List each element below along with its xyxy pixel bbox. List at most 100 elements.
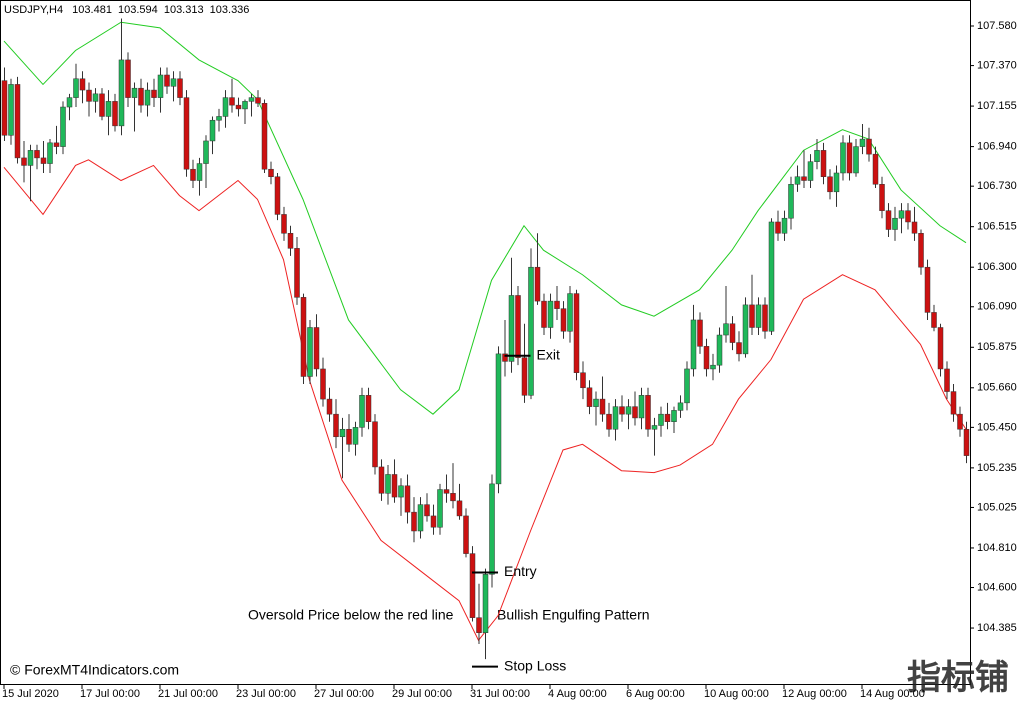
y-tick-label: 105.450	[977, 421, 1017, 433]
candle-body	[177, 78, 183, 98]
note: Oversold Price below the red line	[248, 607, 454, 623]
candle-body	[183, 97, 190, 170]
candle-body	[398, 485, 404, 498]
x-tick-label: 10 Aug 00:00	[704, 688, 769, 700]
candle-body	[40, 157, 47, 164]
candle-body	[99, 93, 105, 117]
candle-body	[690, 319, 697, 370]
header-high: 103.594	[118, 4, 158, 16]
plot	[1, 18, 970, 660]
candle-body	[866, 138, 872, 155]
candle-body	[749, 304, 755, 328]
x-tick-label: 6 Aug 00:00	[626, 688, 685, 700]
level-label: Exit	[537, 346, 560, 362]
candle-body	[352, 427, 359, 445]
candle-body	[261, 103, 268, 170]
x-tick-label: 29 Jul 00:00	[392, 688, 452, 700]
candle-body	[625, 406, 632, 415]
candle-body	[768, 221, 775, 332]
candle-body	[560, 308, 567, 332]
x-tick-label: 17 Jul 00:00	[80, 688, 140, 700]
candle-body	[807, 161, 814, 181]
candle-body	[196, 163, 203, 181]
candle-body	[755, 304, 762, 328]
symbol: USDJPY,H4	[4, 4, 63, 16]
candle-body	[411, 511, 417, 532]
candle-body	[567, 293, 573, 332]
candle-body	[573, 293, 580, 373]
candle-body	[27, 150, 34, 166]
candle-body	[775, 221, 781, 234]
y-tick-label: 105.875	[977, 341, 1017, 353]
candle-body	[898, 210, 905, 219]
candle-body	[47, 142, 53, 164]
level-label: Entry	[504, 563, 537, 579]
candle-body	[333, 413, 339, 438]
candle-body	[762, 304, 768, 332]
candle-body	[430, 515, 437, 528]
candle-body	[827, 176, 833, 193]
candle-body	[14, 84, 21, 159]
candle-body	[677, 402, 684, 411]
chart-header: USDJPY,H4 103.481 103.594 103.313 103.33…	[4, 4, 249, 16]
candle-body	[716, 334, 723, 366]
candle-body	[391, 474, 398, 498]
candle-body	[463, 515, 469, 554]
candle-body	[320, 368, 326, 400]
x-tick-label: 4 Aug 00:00	[548, 688, 607, 700]
candle-body	[346, 428, 352, 445]
y-tick-label: 106.300	[977, 261, 1017, 273]
candle-body	[495, 353, 502, 485]
candle-body	[599, 398, 606, 415]
candle-body	[534, 266, 541, 302]
candle-body	[372, 421, 378, 468]
candle-body	[170, 78, 177, 87]
candle-body	[21, 157, 27, 166]
candle-body	[242, 101, 248, 110]
candle-body	[742, 304, 749, 355]
candle-body	[307, 327, 313, 377]
candle-body	[937, 327, 944, 370]
candle-body	[79, 78, 86, 91]
y-tick-label: 107.155	[977, 100, 1017, 112]
candle-body	[300, 297, 307, 377]
candle-body	[703, 346, 710, 370]
candle-body	[476, 617, 482, 633]
candle-body	[92, 93, 99, 102]
candle-body	[658, 413, 664, 426]
candle-body	[378, 466, 385, 494]
y-tick-label: 106.515	[977, 221, 1017, 233]
candle-body	[450, 493, 456, 502]
candle-body	[521, 357, 528, 396]
candle-body	[508, 295, 515, 362]
candle-body	[443, 489, 450, 494]
candle-body	[164, 74, 170, 87]
candle-body	[437, 489, 443, 528]
candle-body	[781, 217, 788, 234]
candle-body	[547, 300, 554, 328]
candle-body	[339, 428, 346, 438]
y-tick-label: 104.385	[977, 622, 1017, 634]
candle-body	[918, 233, 924, 268]
candle-body	[424, 504, 430, 517]
candle-body	[404, 485, 411, 513]
candle-body	[255, 97, 261, 104]
y-tick-label: 107.370	[977, 59, 1017, 71]
y-tick-label: 105.025	[977, 501, 1017, 513]
y-tick-label: 104.600	[977, 581, 1017, 593]
candle-body	[788, 184, 794, 219]
candle-body	[222, 97, 229, 117]
candle-body	[931, 312, 937, 328]
candle-body	[248, 97, 255, 102]
candle-body	[469, 553, 476, 618]
candle-body	[950, 391, 957, 415]
candle-body	[53, 142, 60, 147]
candle-body	[872, 153, 879, 185]
candle-body	[417, 504, 424, 532]
candle-body	[131, 87, 138, 98]
candle-body	[281, 214, 287, 234]
candle-body	[911, 221, 918, 234]
candle-body	[157, 74, 164, 98]
candle-body	[118, 59, 125, 127]
